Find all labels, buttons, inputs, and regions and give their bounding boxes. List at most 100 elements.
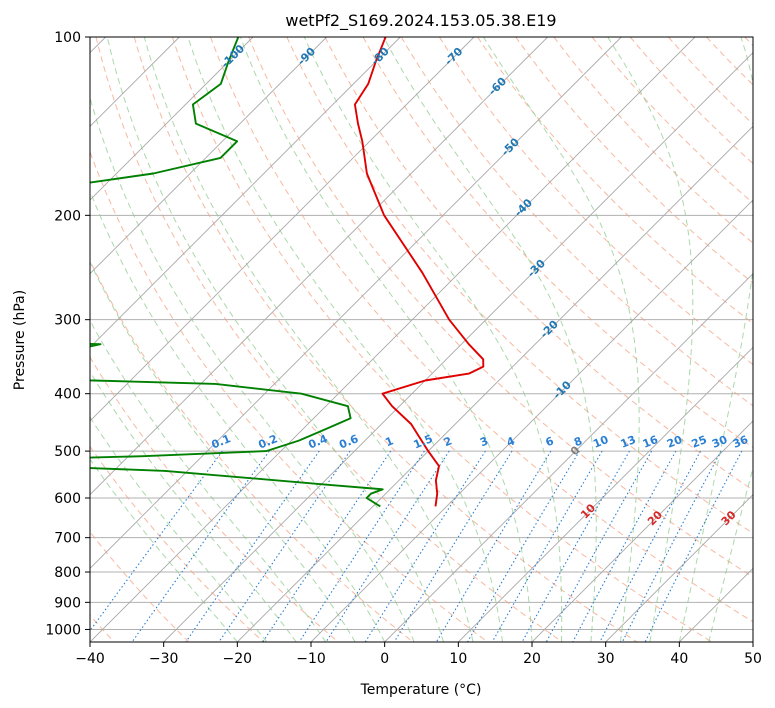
dry-adiabat bbox=[400, 37, 753, 407]
y-tick-label: 600 bbox=[54, 491, 81, 507]
dry-adiabat bbox=[210, 37, 753, 623]
mixing-ratio-line bbox=[521, 450, 630, 642]
isotherm-line bbox=[90, 37, 475, 422]
plot-area: -100-90-80-70-60-50-40-30-20-10010203040… bbox=[90, 37, 753, 642]
dry-adiabat bbox=[133, 37, 638, 642]
x-tick-label: 10 bbox=[449, 651, 467, 667]
y-tick-label: 500 bbox=[54, 444, 81, 460]
mixing-ratio-label: 1 bbox=[383, 434, 395, 449]
moist-adiabat bbox=[90, 458, 238, 642]
isotherm-line bbox=[90, 37, 548, 496]
dry-adiabat bbox=[324, 37, 753, 491]
moist-adiabat bbox=[90, 260, 356, 642]
x-tick-label: 0 bbox=[380, 651, 389, 667]
isotherm-line bbox=[384, 273, 753, 642]
mixing-ratio-labels: 0.1 0.2 0.4 0.6 1 1.5 2 3 4 6 8 10 13 16 20 25 30 36 bbox=[210, 432, 751, 451]
dry-adiabat bbox=[438, 37, 753, 366]
dry-adiabat bbox=[95, 37, 563, 642]
isotherm-line bbox=[752, 641, 753, 642]
isotherm-line bbox=[90, 37, 327, 275]
mixing-ratio-label: 25 bbox=[690, 433, 709, 451]
dry-adiabat bbox=[553, 37, 753, 244]
dry-adiabat bbox=[286, 37, 753, 534]
temperature-profile-line bbox=[353, 37, 485, 507]
dry-adiabat bbox=[591, 37, 753, 204]
mixing-ratio-label: 3 bbox=[478, 434, 490, 449]
mixing-ratio-label: 36 bbox=[731, 433, 750, 451]
mixing-ratio-line bbox=[298, 450, 425, 642]
y-tick-label: 800 bbox=[54, 565, 81, 581]
moist-adiabat bbox=[90, 319, 327, 642]
x-tick-label: −30 bbox=[149, 651, 179, 667]
x-tick-label: 20 bbox=[523, 651, 541, 667]
dry-adiabat bbox=[90, 356, 339, 642]
moist-adiabat bbox=[303, 37, 563, 642]
moist-adiabat bbox=[708, 466, 753, 642]
x-tick-label: 30 bbox=[597, 651, 615, 667]
mixing-ratio-line bbox=[545, 450, 653, 642]
isotherm-line bbox=[90, 37, 622, 569]
isotherm-line bbox=[458, 346, 753, 642]
mixing-ratio-label: 2 bbox=[442, 434, 454, 449]
moist-adiabat bbox=[383, 37, 597, 642]
x-axis-label: Temperature (°C) bbox=[360, 682, 482, 698]
mixing-ratio-lines bbox=[90, 450, 743, 642]
isotherm-line bbox=[605, 494, 753, 642]
mixing-ratio-label: 13 bbox=[619, 433, 638, 451]
moist-adiabat bbox=[678, 37, 753, 642]
y-tick-label: 400 bbox=[54, 387, 81, 403]
moist-adiabat bbox=[143, 37, 474, 642]
chart-title: wetPf2_S169.2024.153.05.38.E19 bbox=[285, 11, 556, 31]
dry-adiabat bbox=[90, 445, 264, 642]
x-tick-label: −20 bbox=[223, 651, 253, 667]
dry-adiabat bbox=[171, 37, 712, 642]
mixing-ratio-line bbox=[185, 450, 320, 642]
mixing-ratio-label: 10 bbox=[591, 433, 610, 451]
moist-adiabat bbox=[482, 37, 640, 642]
mixing-ratio-line bbox=[218, 450, 351, 642]
y-tick-label: 300 bbox=[54, 313, 81, 329]
mixing-ratio-label: 16 bbox=[641, 433, 660, 451]
mixing-ratio-line bbox=[599, 450, 701, 642]
mixing-ratio-label: 30 bbox=[710, 433, 729, 451]
moist-adiabat bbox=[90, 370, 297, 642]
x-tick-label: 50 bbox=[744, 651, 762, 667]
isotherm-line bbox=[237, 125, 753, 642]
isotherm-line bbox=[531, 420, 753, 642]
x-tick-label: −40 bbox=[75, 651, 105, 667]
mixing-ratio-line bbox=[491, 450, 603, 642]
plot-background bbox=[90, 37, 753, 642]
dry-adiabat bbox=[90, 259, 414, 642]
y-tick-label: 700 bbox=[54, 531, 81, 547]
moist-adiabat bbox=[239, 37, 533, 642]
dewpoint-profile-line bbox=[90, 37, 384, 508]
moist-adiabats bbox=[90, 37, 753, 642]
x-tick-label: 40 bbox=[670, 651, 688, 667]
dry-adiabats bbox=[90, 37, 753, 642]
x-tick-label: −10 bbox=[296, 651, 326, 667]
plot-frame bbox=[89, 36, 754, 643]
y-tick-label: 200 bbox=[54, 208, 81, 224]
mixing-ratio-line bbox=[90, 450, 223, 632]
mixing-ratio-line bbox=[262, 450, 392, 642]
pressure-gridlines bbox=[90, 37, 753, 630]
y-tick-label: 1000 bbox=[45, 622, 81, 638]
moist-adiabat bbox=[90, 189, 386, 642]
moist-adiabat bbox=[607, 37, 694, 642]
mixing-ratio-line bbox=[572, 450, 677, 642]
isotherm-line bbox=[90, 37, 254, 201]
moist-adiabat bbox=[187, 37, 503, 642]
sounding-series bbox=[90, 37, 485, 508]
mixing-ratio-line bbox=[393, 450, 513, 642]
y-tick-label: 900 bbox=[54, 595, 81, 611]
x-axis: −40 −30 −20 −10 0 10 20 30 40 50 bbox=[75, 642, 762, 667]
isotherm-line bbox=[310, 199, 753, 642]
isotherm-line bbox=[90, 37, 401, 348]
y-axis-label: Pressure (hPa) bbox=[12, 290, 28, 390]
isotherm-line bbox=[90, 37, 696, 642]
mixing-ratio-label: 20 bbox=[665, 433, 684, 451]
dry-adiabat bbox=[248, 37, 753, 578]
y-axis: 100 200 300 400 500 600 700 800 900 1000 bbox=[45, 30, 90, 638]
moist-adiabat bbox=[90, 416, 268, 642]
